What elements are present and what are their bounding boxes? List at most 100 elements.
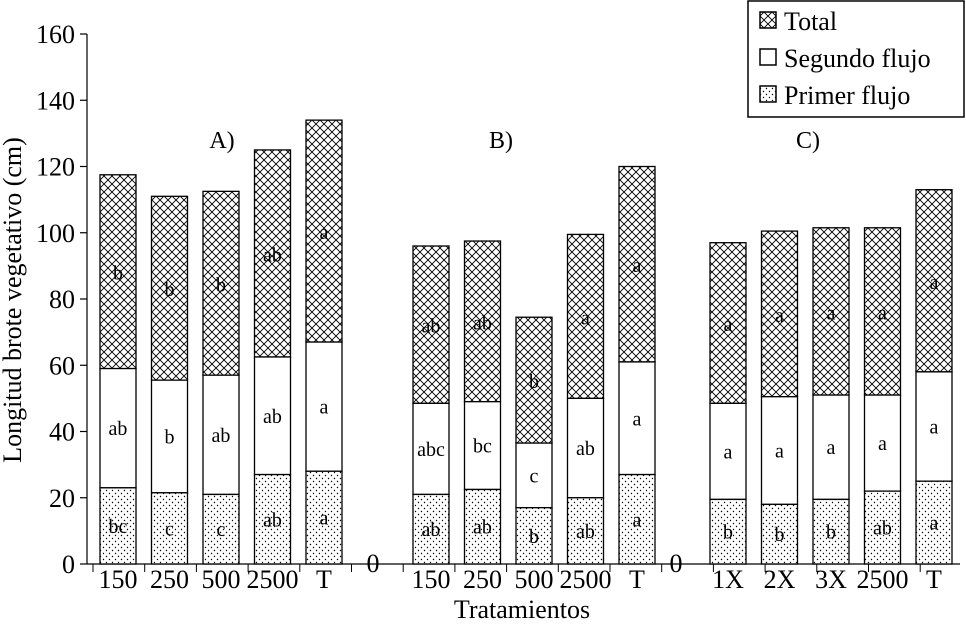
- bar-segment-primer-flujo: [566, 497, 605, 565]
- y-tick-label: 160: [36, 20, 75, 49]
- letter-segundo-flujo: a: [724, 441, 733, 463]
- letter-segundo-flujo: ab: [576, 438, 595, 460]
- bar-segment-segundo-flujo: [463, 401, 502, 491]
- letter-total: ab: [422, 316, 441, 338]
- bar-segment-total: [812, 227, 850, 396]
- letter-total: a: [878, 302, 887, 324]
- letter-primer-flujo: c: [165, 518, 174, 540]
- bar-segment-total: [99, 174, 137, 370]
- x-tick-label: 1X: [712, 565, 744, 594]
- bar-segment-total: [709, 242, 747, 404]
- letter-primer-flujo: b: [826, 522, 836, 544]
- bar-segment-segundo-flujo: [412, 402, 450, 496]
- x-axis-title: Tratamientos: [454, 595, 590, 624]
- legend-label: Segundo flujo: [784, 44, 931, 73]
- letter-primer-flujo: c: [217, 519, 226, 541]
- bar-segment-segundo-flujo: [253, 356, 292, 476]
- letter-primer-flujo: ab: [422, 519, 441, 541]
- x-tick-label: 2500: [857, 565, 909, 594]
- letter-primer-flujo: b: [723, 522, 733, 544]
- letter-total: a: [827, 302, 836, 324]
- bar-segment-primer-flujo: [709, 498, 747, 565]
- y-tick-label: 100: [36, 219, 75, 248]
- bar-segment-segundo-flujo: [709, 402, 747, 501]
- letter-primer-flujo: ab: [473, 517, 492, 539]
- x-tick-label: 250: [463, 565, 502, 594]
- x-tick-label: 150: [412, 565, 451, 594]
- bar-segment-total: [253, 149, 292, 358]
- legend-swatch-primer-flujo: [759, 85, 777, 103]
- letter-total: a: [775, 305, 784, 327]
- letter-primer-flujo: ab: [263, 509, 282, 531]
- bar-segment-primer-flujo: [202, 493, 240, 565]
- bar-segment-primer-flujo: [253, 473, 292, 565]
- bar-segment-total: [863, 227, 902, 396]
- letter-total: b: [529, 371, 539, 393]
- bar-segment-primer-flujo: [150, 492, 189, 565]
- bar-segment-segundo-flujo: [618, 361, 656, 476]
- letter-segundo-flujo: a: [633, 408, 642, 430]
- y-tick-label: 120: [36, 153, 75, 182]
- bar-segment-segundo-flujo: [515, 442, 553, 509]
- letter-segundo-flujo: bc: [473, 436, 492, 458]
- x-tick-label: 500: [202, 565, 241, 594]
- x-tick-label: 500: [515, 565, 554, 594]
- bar-segment-primer-flujo: [515, 507, 553, 565]
- bar-segment-total: [760, 230, 799, 398]
- bar-segment-total: [618, 165, 656, 363]
- letter-segundo-flujo: a: [775, 441, 784, 463]
- bar-segment-primer-flujo: [463, 488, 502, 565]
- y-tick-label: 140: [36, 86, 75, 115]
- letter-primer-flujo: ab: [576, 521, 595, 543]
- bar-segment-segundo-flujo: [305, 341, 343, 472]
- letter-total: a: [930, 272, 939, 294]
- bar-segment-primer-flujo: [305, 470, 343, 565]
- letter-primer-flujo: a: [633, 509, 642, 531]
- letter-total: a: [633, 255, 642, 277]
- bar-segment-primer-flujo: [99, 487, 137, 565]
- y-tick-label: 40: [49, 418, 75, 447]
- letter-segundo-flujo: a: [930, 417, 939, 439]
- x-tick-label: 2500: [247, 565, 299, 594]
- x-tick-label: T: [926, 565, 942, 594]
- legend-label: Total: [784, 7, 837, 36]
- gap-zero-label: 0: [670, 549, 683, 578]
- x-tick-label: 3X: [815, 565, 847, 594]
- x-tick-label: 250: [150, 565, 189, 594]
- bar-segment-total: [463, 240, 502, 403]
- bar-segment-primer-flujo: [760, 503, 799, 565]
- x-tick-label: 2X: [764, 565, 796, 594]
- bar-segment-primer-flujo: [412, 493, 450, 565]
- letter-segundo-flujo: ab: [109, 418, 128, 440]
- panel-label: A): [209, 128, 234, 154]
- letter-total: a: [320, 222, 329, 244]
- y-axis-title: Longitud brote vegetativo (cm): [0, 137, 27, 463]
- gap-zero-label: 0: [367, 549, 380, 578]
- letter-segundo-flujo: abc: [417, 439, 445, 461]
- bar-segment-segundo-flujo: [202, 374, 240, 496]
- bar-segment-segundo-flujo: [150, 379, 189, 494]
- bar-segment-segundo-flujo: [812, 394, 850, 501]
- bar-segment-total: [202, 190, 240, 376]
- x-tick-label: 2500: [560, 565, 612, 594]
- y-tick-label: 60: [49, 351, 75, 380]
- bar-segment-total: [412, 245, 450, 404]
- letter-total: b: [165, 279, 175, 301]
- letter-total: ab: [473, 312, 492, 334]
- letter-segundo-flujo: a: [320, 397, 329, 419]
- letter-total: b: [113, 263, 123, 285]
- letter-segundo-flujo: a: [827, 437, 836, 459]
- letter-total: b: [216, 274, 226, 296]
- legend-swatch-segundo-flujo: [759, 48, 777, 66]
- y-tick-label: 0: [62, 550, 75, 579]
- bar-segment-segundo-flujo: [915, 371, 953, 482]
- bar-segment-primer-flujo: [863, 490, 902, 565]
- letter-primer-flujo: b: [775, 524, 785, 546]
- legend-swatch-total: [759, 11, 777, 29]
- letter-primer-flujo: bc: [109, 516, 128, 538]
- letter-primer-flujo: ab: [873, 518, 892, 540]
- y-tick-label: 20: [49, 484, 75, 513]
- panel-label: C): [796, 128, 820, 154]
- legend-label: Primer flujo: [784, 81, 910, 110]
